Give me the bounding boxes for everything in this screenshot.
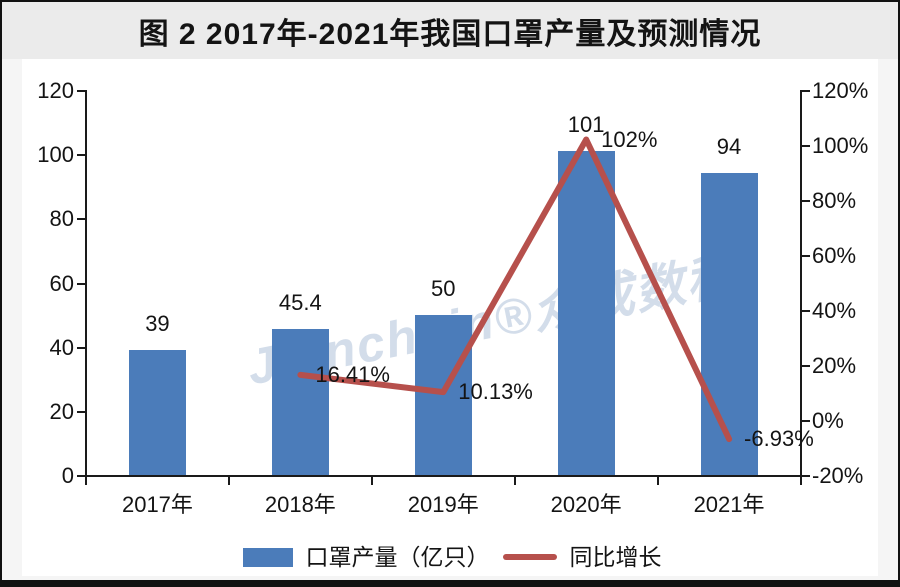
line-value-label: 102%	[601, 126, 658, 152]
bar-value-label: 50	[431, 275, 456, 301]
y-right-tick	[801, 145, 810, 147]
x-axis-label: 2021年	[693, 492, 765, 517]
bar-2021年	[700, 173, 758, 475]
y-right-tick	[801, 90, 810, 92]
line-value-label: 10.13%	[458, 379, 533, 405]
x-axis	[85, 475, 802, 477]
y-left-tick	[77, 346, 85, 349]
y-right-tick	[801, 310, 810, 312]
x-axis-tick	[513, 477, 516, 485]
x-axis-label: 2019年	[407, 492, 479, 517]
x-axis-label: 2017年	[121, 492, 193, 517]
legend-bar-label: 口罩产量（亿只）	[305, 544, 490, 570]
y-left-tick-label: 40	[49, 334, 74, 360]
y-left-tick-label: 20	[49, 398, 74, 424]
y-right-tick-label: 80%	[812, 188, 857, 213]
x-axis-tick	[370, 477, 373, 485]
x-axis-tick	[227, 477, 230, 485]
y-left-tick-label: 120	[37, 78, 74, 103]
bar-value-label: 101	[567, 111, 605, 137]
y-left-tick	[77, 410, 85, 413]
y-right-tick-label: 100%	[812, 133, 869, 158]
y-left-tick	[77, 282, 85, 285]
y-right-tick	[801, 365, 810, 367]
legend-line-swatch	[502, 554, 557, 560]
line-value-label: -6.93%	[744, 426, 814, 452]
legend-bar-swatch	[242, 547, 293, 567]
x-axis-label: 2018年	[264, 492, 336, 517]
bar-value-label: 94	[716, 134, 742, 160]
bar-2020年	[557, 150, 615, 475]
y-right-tick	[801, 200, 810, 202]
legend: 口罩产量（亿只） 同比增长	[2, 543, 898, 571]
y-left-tick-label: 100	[37, 142, 74, 168]
y-axis-right	[799, 90, 802, 477]
y-left-tick	[77, 154, 85, 157]
y-axis-left	[85, 90, 87, 477]
y-left-tick-label: 80	[49, 206, 74, 232]
y-right-tick-label: 120%	[812, 78, 869, 103]
y-right-tick	[801, 420, 810, 422]
bar-2018年	[271, 329, 329, 475]
bar-value-label: 45.4	[278, 290, 322, 316]
bar-2017年	[128, 349, 186, 475]
y-left-tick	[77, 475, 85, 477]
y-right-tick	[801, 255, 810, 257]
x-axis-tick	[799, 477, 802, 485]
x-axis-label: 2020年	[550, 492, 622, 517]
y-left-tick	[77, 90, 85, 92]
bar-value-label: 39	[145, 310, 170, 336]
legend-line-label: 同比增长	[569, 544, 662, 570]
y-right-tick-label: 40%	[812, 298, 857, 323]
y-left-tick-label: 60	[49, 270, 74, 296]
figure-title: 图 2 2017年-2021年我国口罩产量及预测情况	[138, 17, 762, 51]
x-axis-tick	[656, 477, 659, 485]
y-left-tick-label: 0	[61, 463, 74, 488]
line-value-label: 16.41%	[315, 361, 390, 387]
y-right-tick-label: 20%	[812, 353, 857, 378]
y-right-tick	[801, 475, 810, 477]
bottom-border-bar	[2, 580, 898, 587]
y-right-tick-label: -20%	[812, 463, 864, 488]
figure-title-bar: 图 2 2017年-2021年我国口罩产量及预测情况	[2, 2, 898, 59]
growth-line	[297, 136, 733, 443]
y-left-tick	[77, 218, 85, 221]
y-right-tick-label: 60%	[812, 243, 857, 268]
y-right-tick-label: 0%	[812, 408, 844, 433]
x-axis-tick	[85, 477, 87, 485]
